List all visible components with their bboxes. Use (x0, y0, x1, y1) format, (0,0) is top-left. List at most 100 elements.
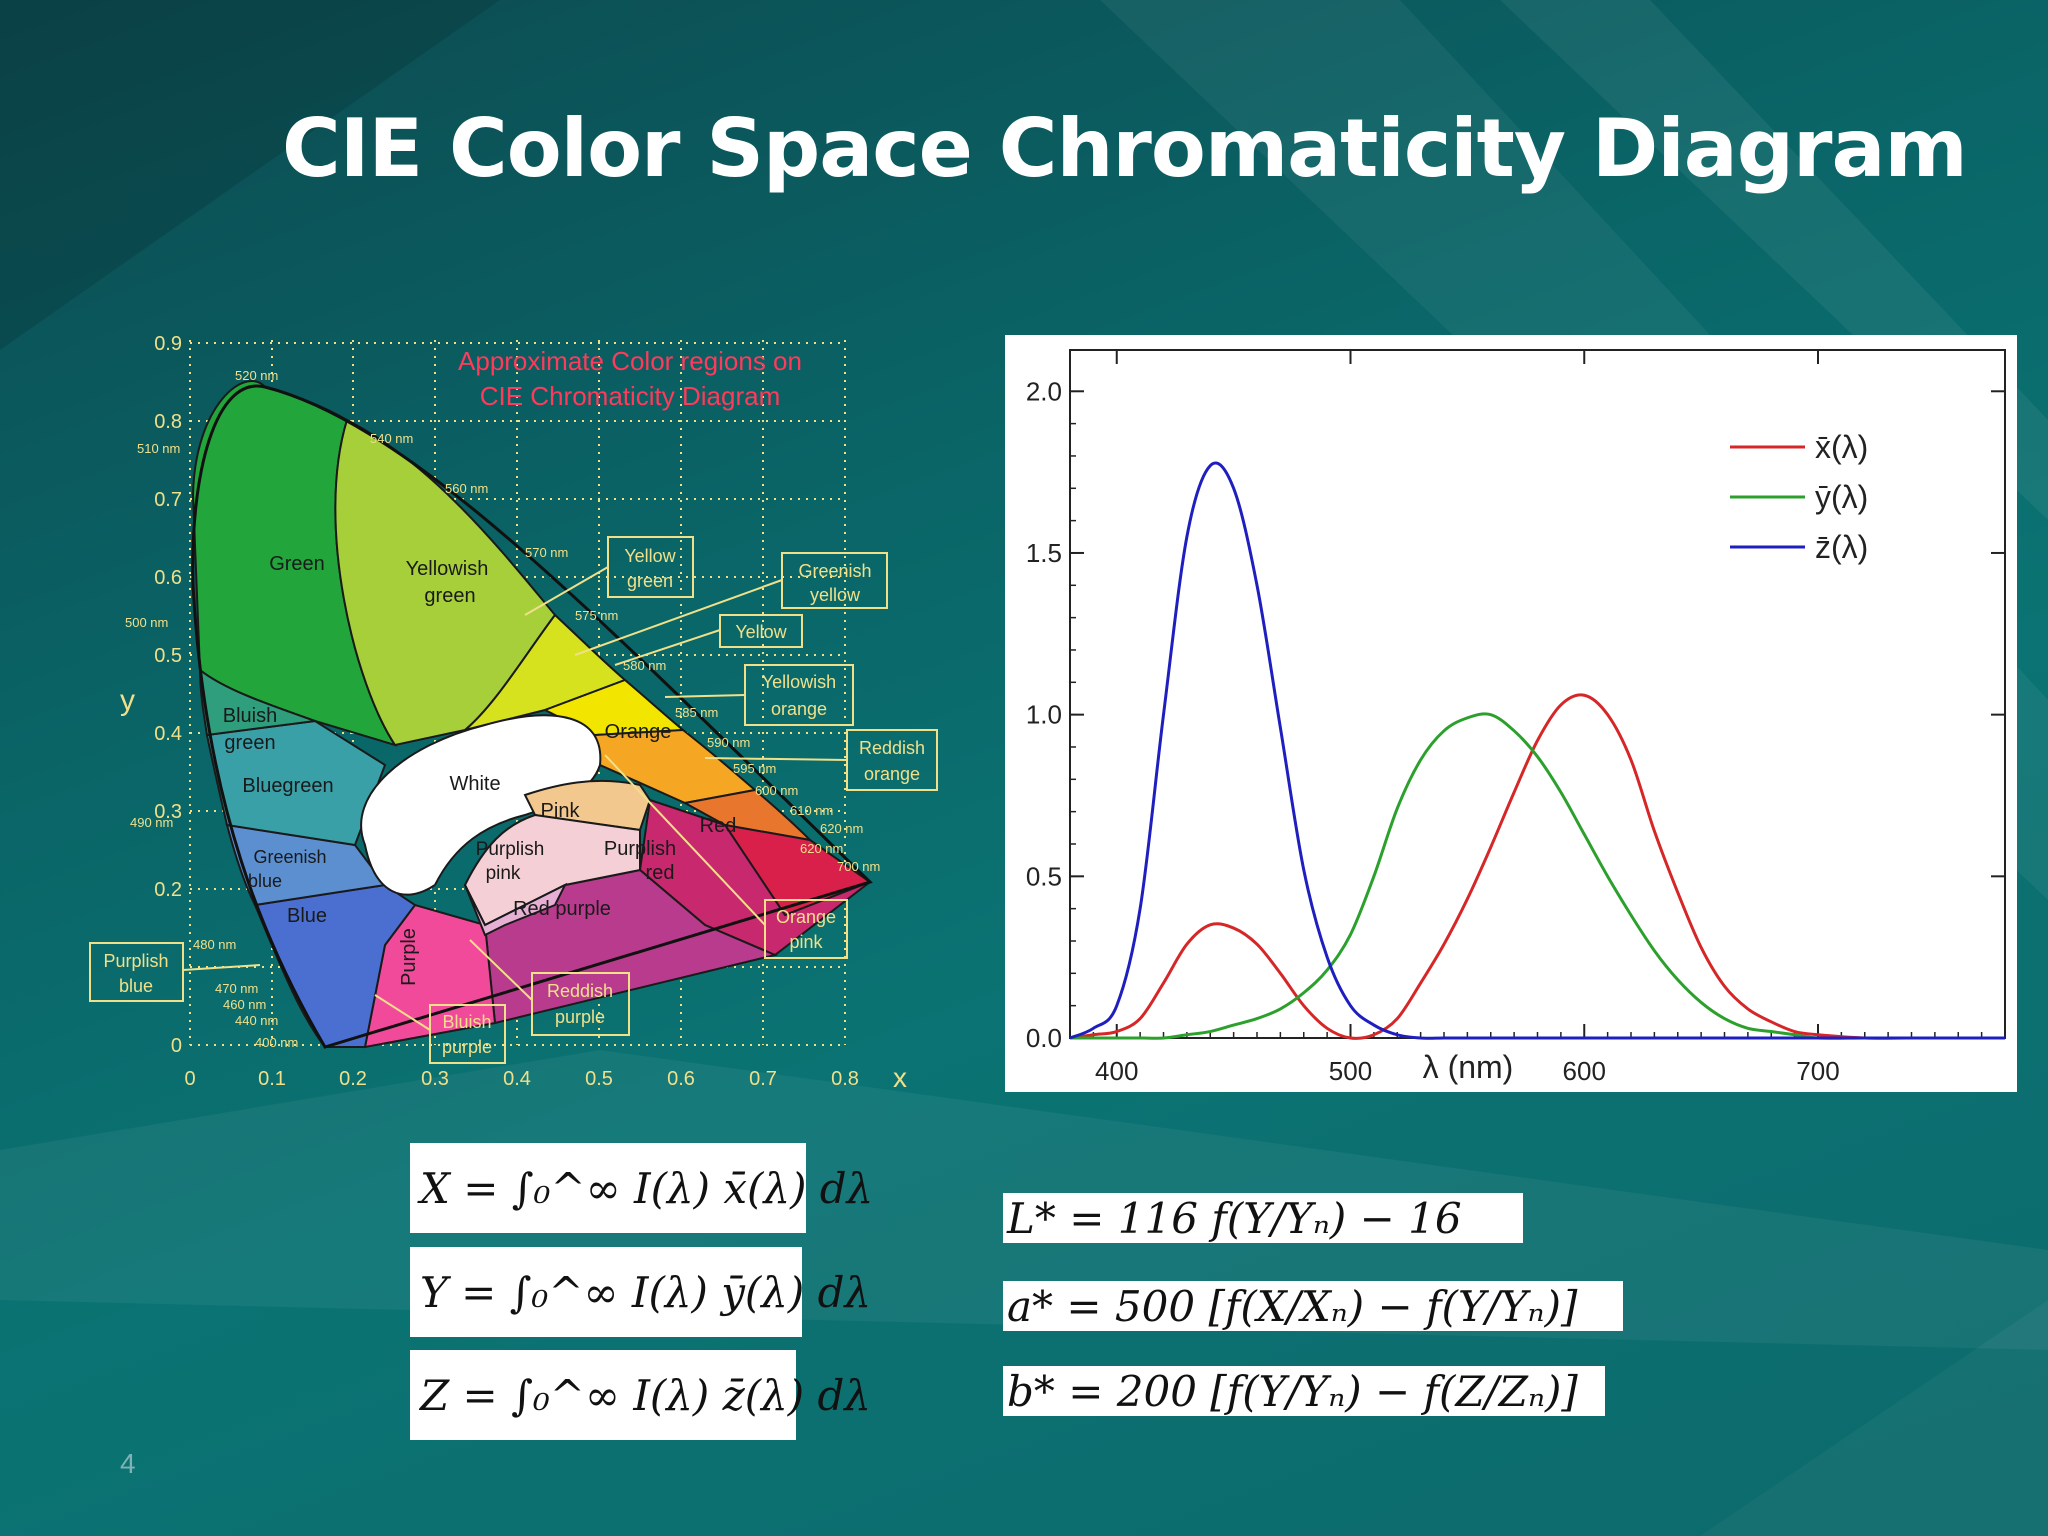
wavelength-label: 470 nm (215, 981, 258, 996)
legend-label: x̄(λ) (1815, 429, 1868, 465)
label-pink: Pink (541, 800, 581, 822)
callout-yellowish-orange: Yellowish (762, 672, 836, 692)
equation-l-star: L* = 116 f(Y/Yₙ) − 16 (1003, 1193, 1523, 1243)
region-bluegreen (205, 719, 387, 847)
wavelength-label: 585 nm (675, 705, 718, 720)
callout-yellow: Yellow (735, 622, 787, 642)
label-green: Green (269, 553, 325, 575)
legend-label: ȳ(λ) (1815, 479, 1868, 515)
label-bluish-green: green (224, 732, 275, 754)
label-white: White (449, 773, 500, 795)
slide-title: CIE Color Space Chromaticity Diagram (282, 102, 1968, 195)
label-purplish-red: Purplish (604, 838, 676, 860)
x-tick: 0 (184, 1068, 195, 1090)
cie-x-label: x (893, 1062, 907, 1093)
label-greenish-blue: blue (248, 871, 282, 891)
equation-z: Z = ∫₀^∞ I(λ) z̄(λ) dλ (410, 1350, 871, 1440)
cie-heading-line2: CIE Chromaticity Diagram (480, 381, 781, 411)
y-tick: 0.4 (154, 723, 182, 745)
series-line-0 (1069, 693, 2005, 1040)
label-orange: Orange (605, 721, 672, 743)
x-tick-label: 500 (1329, 1056, 1372, 1086)
x-tick: 0.6 (667, 1068, 695, 1090)
callout-yellowish-orange: orange (771, 699, 827, 719)
wavelength-label: 460 nm (223, 997, 266, 1012)
callout-purplish-blue: Purplish (103, 951, 168, 971)
x-tick: 0.7 (749, 1068, 777, 1090)
wavelength-label: 620 nm (800, 841, 843, 856)
y-tick-label: 1.5 (1026, 538, 1062, 568)
y-tick: 0.7 (154, 489, 182, 511)
x-tick: 0.5 (585, 1068, 613, 1090)
y-tick: 0.8 (154, 411, 182, 433)
wavelength-label: 620 nm (820, 821, 863, 836)
y-tick: 0.9 (154, 333, 182, 355)
label-purplish-pink: Purplish (476, 839, 545, 860)
callout-reddish-purple: Reddish (547, 981, 613, 1001)
wavelength-label: 560 nm (445, 481, 488, 496)
equation-b-star: b* = 200 [f(Y/Yₙ) − f(Z/Zₙ)] (1003, 1366, 1605, 1416)
plot-frame (1069, 349, 2006, 1039)
wavelength-label: 700 nm (837, 859, 880, 874)
callout-yellow-green: Yellow (624, 546, 676, 566)
x-tick: 0.4 (503, 1068, 531, 1090)
cie-diagram-svg: Approximate Color regions on CIE Chromat… (89, 333, 938, 1093)
callout-reddish-orange: orange (864, 764, 920, 784)
label-yellowish-green: Yellowish (406, 558, 489, 580)
equation-x: X = ∫₀^∞ I(λ) x̄(λ) dλ (410, 1143, 873, 1233)
label-red: Red (700, 815, 737, 837)
label-purple: Purple (398, 928, 420, 986)
equation-a-star: a* = 500 [f(X/Xₙ) − f(Y/Yₙ)] (1003, 1281, 1623, 1331)
label-greenish-blue: Greenish (253, 847, 326, 867)
wavelength-label: 540 nm (370, 431, 413, 446)
cmf-x-label: λ (nm) (1423, 1049, 1514, 1085)
y-tick-label: 0.5 (1026, 861, 1062, 891)
wavelength-label: 575 nm (575, 608, 618, 623)
wavelength-label: 590 nm (707, 735, 750, 750)
callout-bluish-purple: purple (442, 1037, 492, 1057)
series-line-2 (1069, 461, 2005, 1040)
wavelength-label: 500 nm (125, 615, 168, 630)
x-tick: 0.8 (831, 1068, 859, 1090)
wavelength-label: 490 nm (130, 815, 173, 830)
y-tick: 0.2 (154, 879, 182, 901)
x-tick: 0.1 (258, 1068, 286, 1090)
y-tick-label: 2.0 (1026, 376, 1062, 406)
wavelength-label: 610 nm (790, 803, 833, 818)
wavelength-label: 480 nm (193, 937, 236, 952)
wavelength-label: 510 nm (137, 441, 180, 456)
legend-label: z̄(λ) (1815, 529, 1868, 565)
region-orange (593, 728, 758, 805)
callout-reddish-orange: Reddish (859, 738, 925, 758)
x-tick: 0.3 (421, 1068, 449, 1090)
series-line-1 (1070, 712, 2005, 1040)
callout-yellow-green: green (627, 571, 673, 591)
color-matching-functions-chart: 400 500 600 700 0.0 0.5 1.0 1.5 2.0 λ (nm) x̄(λ)… (1005, 335, 2017, 1092)
callout-greenish-yellow: Greenish (798, 561, 871, 581)
callout-orange-pink: Orange (776, 907, 836, 927)
cmf-chart-svg: 400 500 600 700 0.0 0.5 1.0 1.5 2.0 λ (nm) x̄(λ)… (1026, 349, 2006, 1086)
y-tick: 0.3 (154, 801, 182, 823)
y-tick: 0.5 (154, 645, 182, 667)
y-tick-label: 1.0 (1026, 700, 1062, 730)
wavelength-label: 600 nm (755, 783, 798, 798)
label-bluegreen: Bluegreen (242, 775, 333, 797)
label-bluish-green: Bluish (223, 705, 277, 727)
label-purplish-red: red (646, 862, 675, 884)
y-tick: 0 (171, 1035, 182, 1057)
cie-y-label: y (120, 684, 135, 717)
equation-y: Y = ∫₀^∞ I(λ) ȳ(λ) dλ (410, 1247, 871, 1337)
wavelength-label: 595 nm (733, 761, 776, 776)
region-bluish-green (198, 667, 316, 737)
wavelength-label: 400 nm (255, 1035, 298, 1050)
label-purplish-pink: pink (486, 863, 521, 884)
callout-greenish-yellow: yellow (810, 585, 861, 605)
cie-heading-line1: Approximate Color regions on (458, 346, 802, 376)
x-tick-label: 400 (1095, 1056, 1138, 1086)
x-tick: 0.2 (339, 1068, 367, 1090)
label-blue: Blue (287, 905, 327, 927)
callout-orange-pink: pink (789, 932, 823, 952)
region-purplish-pink (464, 882, 568, 937)
wavelength-label: 580 nm (623, 658, 666, 673)
callout-reddish-purple: purple (555, 1007, 605, 1027)
